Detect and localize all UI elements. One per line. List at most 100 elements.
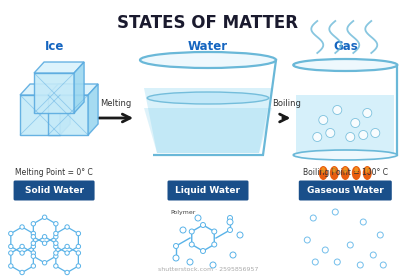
Circle shape <box>334 259 340 265</box>
Circle shape <box>326 129 335 137</box>
Circle shape <box>227 219 233 225</box>
Circle shape <box>347 242 353 248</box>
FancyBboxPatch shape <box>14 181 94 200</box>
Text: Polymer: Polymer <box>170 210 196 215</box>
Circle shape <box>20 225 24 229</box>
Circle shape <box>228 227 233 232</box>
Ellipse shape <box>293 59 397 71</box>
Circle shape <box>237 232 243 238</box>
Circle shape <box>42 261 47 265</box>
Circle shape <box>230 252 236 258</box>
Circle shape <box>310 215 316 221</box>
Circle shape <box>76 231 81 236</box>
Circle shape <box>371 129 380 137</box>
Text: Gas: Gas <box>333 40 358 53</box>
Circle shape <box>31 264 35 268</box>
Circle shape <box>360 219 366 225</box>
Text: Water: Water <box>188 40 228 53</box>
Circle shape <box>31 235 35 239</box>
Circle shape <box>322 247 328 253</box>
Circle shape <box>42 241 47 246</box>
Circle shape <box>189 242 194 247</box>
Circle shape <box>173 244 178 249</box>
Ellipse shape <box>343 167 347 173</box>
Polygon shape <box>296 95 394 153</box>
Circle shape <box>210 262 216 268</box>
Circle shape <box>212 229 217 234</box>
Circle shape <box>187 259 193 265</box>
Circle shape <box>54 244 58 249</box>
Polygon shape <box>48 95 88 135</box>
Text: Gaseous Water: Gaseous Water <box>307 186 384 195</box>
Polygon shape <box>60 84 70 135</box>
Polygon shape <box>144 88 272 153</box>
Polygon shape <box>20 95 60 135</box>
Circle shape <box>54 221 58 226</box>
Ellipse shape <box>293 150 397 160</box>
Circle shape <box>370 252 376 258</box>
Text: STATES OF MATTER: STATES OF MATTER <box>117 14 299 32</box>
Text: Boiling Point = 100° C: Boiling Point = 100° C <box>303 168 388 177</box>
Circle shape <box>201 249 206 253</box>
Circle shape <box>31 221 35 226</box>
Circle shape <box>20 251 24 255</box>
Circle shape <box>54 264 58 268</box>
Polygon shape <box>34 62 84 73</box>
Circle shape <box>189 229 194 234</box>
Text: shutterstock.com · 2595856957: shutterstock.com · 2595856957 <box>158 267 258 272</box>
Circle shape <box>42 215 47 220</box>
Text: Melting: Melting <box>100 99 132 108</box>
Circle shape <box>332 209 338 215</box>
Ellipse shape <box>363 166 372 180</box>
Circle shape <box>9 251 13 255</box>
Polygon shape <box>74 62 84 113</box>
Circle shape <box>65 225 69 229</box>
Ellipse shape <box>365 167 369 173</box>
Circle shape <box>31 244 35 249</box>
Polygon shape <box>48 84 98 95</box>
Circle shape <box>65 244 69 249</box>
FancyBboxPatch shape <box>299 181 392 200</box>
Text: Ice: Ice <box>45 40 64 53</box>
Circle shape <box>333 106 342 115</box>
Circle shape <box>173 255 179 261</box>
Text: Liquid Water: Liquid Water <box>176 186 240 195</box>
Circle shape <box>312 259 318 265</box>
Circle shape <box>76 251 81 255</box>
Circle shape <box>54 241 58 246</box>
Ellipse shape <box>330 166 339 180</box>
Circle shape <box>54 254 58 258</box>
Circle shape <box>76 244 81 249</box>
Circle shape <box>20 244 24 249</box>
Ellipse shape <box>321 167 325 173</box>
Circle shape <box>363 109 372 118</box>
Circle shape <box>228 216 233 221</box>
Circle shape <box>201 223 206 227</box>
Circle shape <box>65 270 69 275</box>
Circle shape <box>31 251 35 255</box>
Polygon shape <box>34 73 74 113</box>
Circle shape <box>54 235 58 239</box>
Circle shape <box>180 227 186 233</box>
Text: Boiling: Boiling <box>272 99 301 108</box>
Circle shape <box>31 231 35 236</box>
Circle shape <box>54 251 58 255</box>
Circle shape <box>9 244 13 249</box>
Text: Solid Water: Solid Water <box>25 186 84 195</box>
Circle shape <box>9 231 13 236</box>
Circle shape <box>377 232 383 238</box>
Circle shape <box>31 241 35 246</box>
Ellipse shape <box>147 92 269 104</box>
Circle shape <box>351 118 360 127</box>
Polygon shape <box>88 84 98 135</box>
Circle shape <box>380 262 386 268</box>
Circle shape <box>31 254 35 258</box>
Circle shape <box>346 132 355 141</box>
Circle shape <box>319 116 328 125</box>
FancyBboxPatch shape <box>168 181 248 200</box>
Ellipse shape <box>332 167 336 173</box>
Ellipse shape <box>341 166 350 180</box>
Circle shape <box>313 132 322 141</box>
Ellipse shape <box>140 52 276 68</box>
Circle shape <box>54 231 58 236</box>
